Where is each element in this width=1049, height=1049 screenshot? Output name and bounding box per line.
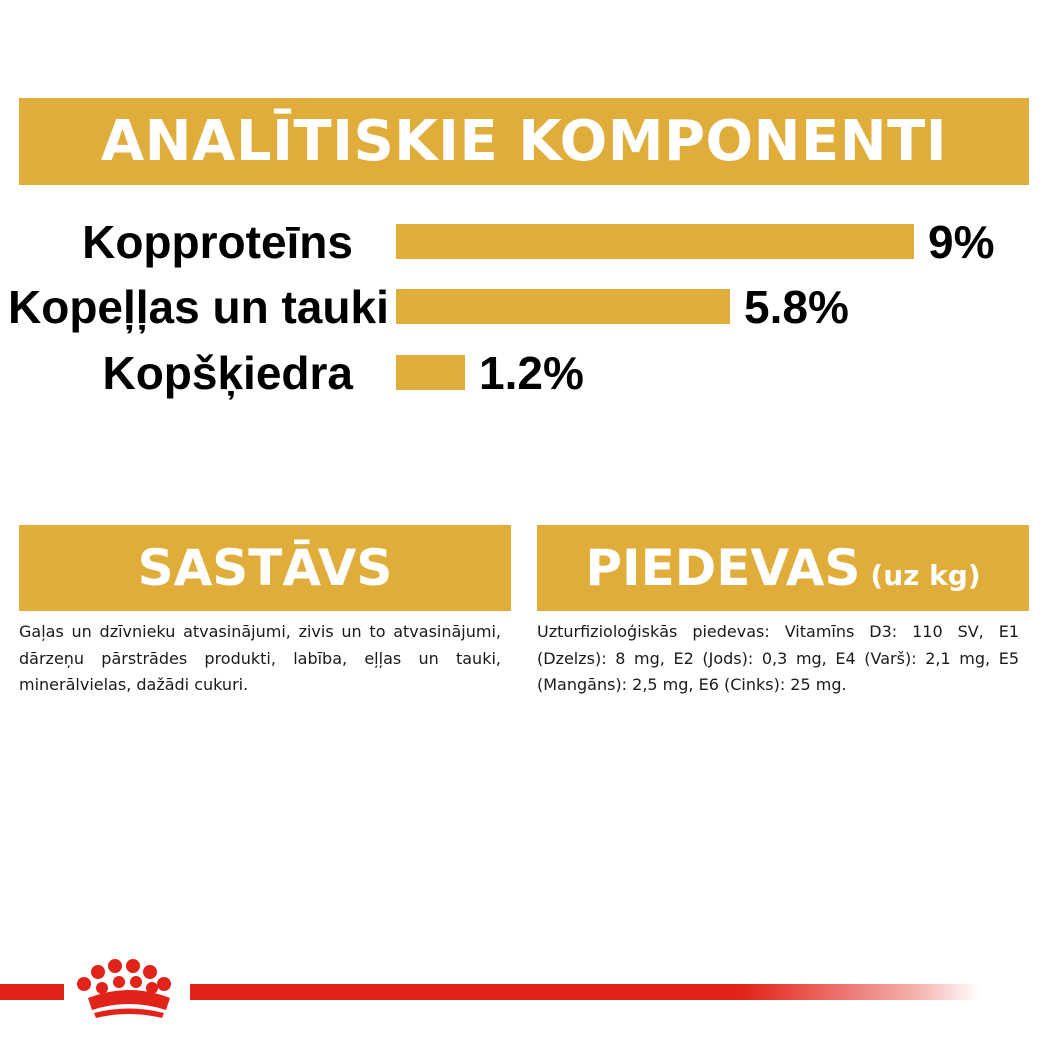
brand-stripe-left <box>0 984 64 1000</box>
additives-banner: PIEDEVAS (uz kg) <box>537 525 1029 611</box>
nutrient-label: Kopeļļas un tauki <box>8 280 389 333</box>
nutrient-value-label: 1.2% <box>479 346 584 399</box>
nutrient-label: Kopšķiedra <box>102 346 353 399</box>
additives-unit: (uz kg) <box>870 558 981 592</box>
analytical-components-banner: ANALĪTISKIE KOMPONENTI <box>19 98 1029 185</box>
nutrient-bar <box>396 224 914 259</box>
nutrient-value-label: 9% <box>928 215 995 268</box>
nutrient-label: Kopproteīns <box>82 215 353 268</box>
composition-text: Gaļas un dzīvnieku atvasinājumi, zivis u… <box>19 622 501 694</box>
brand-stripe-right <box>190 984 980 1000</box>
nutrient-bar <box>396 289 730 324</box>
composition-heading: SASTĀVS <box>137 539 393 597</box>
royal-canin-crown-icon <box>77 959 171 1018</box>
page-title: ANALĪTISKIE KOMPONENTI <box>100 109 948 174</box>
composition-banner: SASTĀVS <box>19 525 511 611</box>
nutrient-value-label: 5.8% <box>744 280 849 333</box>
additives-text: Uzturfizioloģiskās piedevas: Vitamīns D3… <box>537 622 1019 694</box>
nutrient-bar <box>396 355 465 390</box>
additives-heading: PIEDEVAS <box>585 539 861 597</box>
